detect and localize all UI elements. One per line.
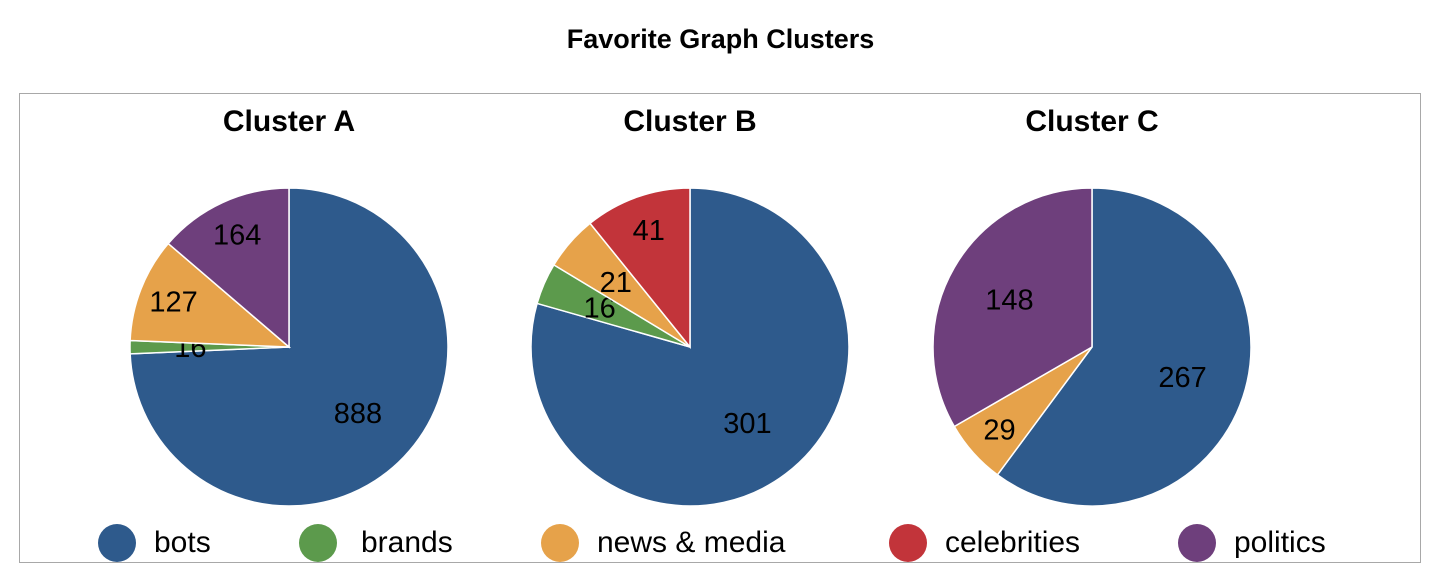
chart-title: Favorite Graph Clusters — [566, 24, 875, 54]
cluster-b-label-news-media: 21 — [600, 267, 632, 299]
cluster-c-title: Cluster C — [1025, 105, 1158, 138]
legend-label-celebrities: celebrities — [945, 526, 1081, 559]
legend-label-bots: bots — [154, 526, 211, 559]
cluster-c-label-politics: 148 — [985, 284, 1033, 316]
legend-swatch-news-media — [541, 524, 579, 562]
legend-item-bots: bots — [98, 520, 211, 566]
cluster-b-title: Cluster B — [623, 105, 756, 138]
legend-item-news-media: news & media — [541, 520, 785, 566]
cluster-c-slice-politics — [932, 187, 1093, 428]
legend-item-celebrities: celebrities — [889, 520, 1080, 566]
legend-label-politics: politics — [1234, 526, 1326, 559]
legend-label-news-media: news & media — [597, 526, 786, 559]
legend-swatch-politics — [1178, 524, 1216, 562]
cluster-b-slice-celebrities — [589, 187, 691, 350]
legend-item-politics: politics — [1178, 520, 1326, 566]
cluster-a-label-news-media: 127 — [149, 287, 197, 319]
cluster-a-label-politics: 164 — [213, 219, 261, 251]
cluster-a-slice-politics — [167, 187, 290, 349]
cluster-c-label-news-media: 29 — [983, 415, 1015, 447]
cluster-c-slice-bots — [996, 187, 1252, 507]
cluster-a-slice-news-media — [129, 242, 292, 348]
legend: bots brands news & media celebrities pol… — [0, 520, 1441, 566]
legend-item-brands: brands — [299, 520, 453, 566]
cluster-c-label-bots: 267 — [1158, 362, 1206, 394]
cluster-a-title: Cluster A — [223, 105, 355, 138]
legend-swatch-brands — [299, 524, 337, 562]
cluster-b-label-bots: 301 — [723, 408, 771, 440]
legend-swatch-celebrities — [889, 524, 927, 562]
legend-label-brands: brands — [361, 526, 453, 559]
cluster-b-label-celebrities: 41 — [633, 215, 665, 247]
cluster-a-label-bots: 888 — [334, 398, 382, 430]
legend-swatch-bots — [98, 524, 136, 562]
